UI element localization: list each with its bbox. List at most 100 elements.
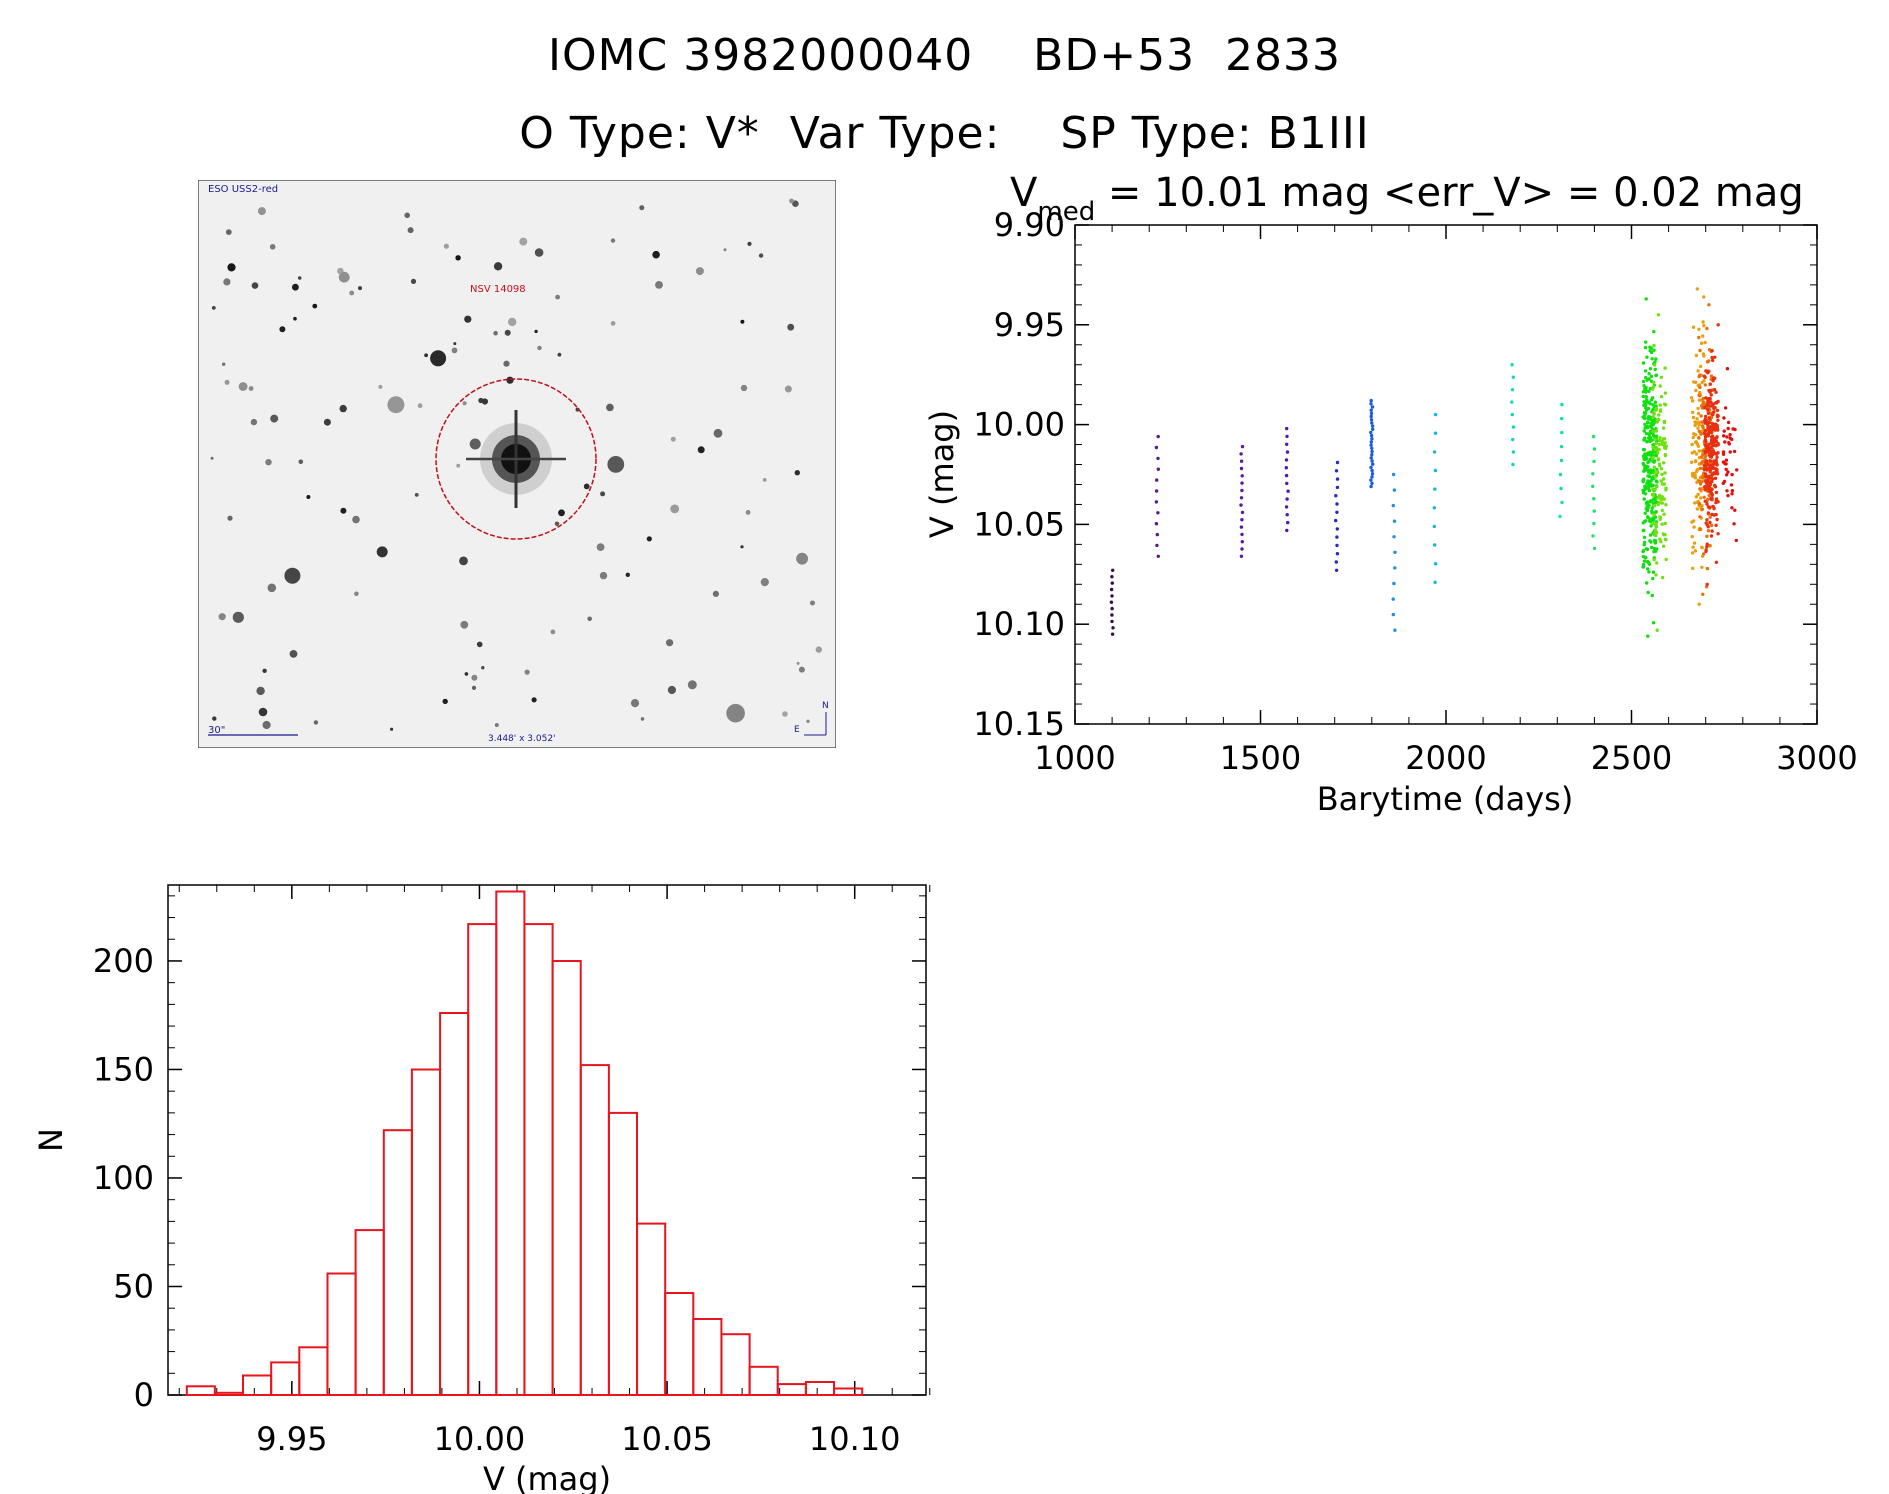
lightcurve-point [1663, 391, 1668, 395]
lightcurve-point [1651, 454, 1655, 458]
lightcurve-point [1698, 487, 1702, 491]
lightcurve-point [1646, 500, 1650, 504]
lightcurve-point [1695, 417, 1699, 421]
lightcurve-point [1712, 466, 1716, 470]
lightcurve-point [1649, 425, 1653, 429]
finder-star [358, 286, 362, 291]
lightcurve-point [1370, 437, 1374, 441]
lightcurve-point [1335, 502, 1339, 506]
lightcurve-point [1725, 367, 1730, 371]
lightcurve-point [1716, 500, 1720, 504]
lightcurve-point [1730, 506, 1734, 510]
histogram-ytick-label: 150 [93, 1050, 154, 1088]
lightcurve-point [1702, 467, 1707, 472]
lightcurve-point [1699, 432, 1703, 436]
lightcurve-point [1335, 460, 1340, 465]
lightcurve-point [1698, 480, 1703, 484]
lightcurve-point [1707, 474, 1711, 478]
lightcurve-point [1703, 499, 1708, 503]
lightcurve-point [1711, 358, 1715, 363]
lightcurve-point [1646, 460, 1650, 465]
lightcurve-point [1646, 470, 1651, 474]
lightcurve-point [1650, 451, 1654, 455]
lightcurve-point [1392, 488, 1397, 492]
lightcurve-point [1654, 496, 1658, 500]
lightcurve-point [1704, 481, 1709, 485]
lightcurve-point [1691, 415, 1696, 420]
lightcurve-point [1651, 475, 1655, 479]
lightcurve-point [1370, 424, 1375, 428]
lightcurve-point [1657, 442, 1662, 447]
lightcurve-point [1707, 448, 1712, 452]
lightcurve-point [1704, 414, 1708, 419]
lightcurve-point [1691, 545, 1695, 549]
finder-star [575, 407, 580, 412]
lightcurve-point [1653, 437, 1657, 441]
lightcurve-point [1653, 360, 1657, 364]
lightcurve-point [1690, 534, 1694, 539]
lightcurve-point [1284, 458, 1289, 462]
lightcurve-xtick-label: 1500 [1220, 739, 1301, 777]
finder-star [478, 397, 484, 404]
lightcurve-point [1592, 497, 1596, 501]
lightcurve-point [1652, 434, 1656, 438]
finder-star [815, 646, 822, 653]
lightcurve-point [1709, 496, 1713, 500]
lightcurve-point [1704, 459, 1709, 464]
lightcurve-point [1726, 420, 1731, 425]
lightcurve-point [1369, 484, 1373, 489]
lightcurve-point [1709, 435, 1714, 439]
lightcurve-point [1658, 493, 1662, 498]
lightcurve-point [1647, 389, 1651, 393]
histogram-bar [270, 1361, 301, 1397]
finder-star [670, 504, 680, 514]
lightcurve-point [1715, 414, 1720, 419]
lightcurve-point [1643, 369, 1648, 373]
lightcurve-point [1284, 505, 1289, 509]
lightcurve-point [1654, 495, 1659, 500]
lightcurve-point [1646, 436, 1651, 440]
lightcurve-point [1705, 448, 1710, 453]
finder-star [607, 456, 625, 473]
lightcurve-point [1708, 468, 1713, 472]
finder-star [456, 463, 461, 468]
lightcurve-point [1641, 479, 1645, 484]
lightcurve-point [1592, 521, 1596, 526]
lightcurve-point [1649, 374, 1654, 379]
lightcurve-ytick-label: 10.10 [973, 605, 1065, 643]
lightcurve-point [1645, 457, 1649, 461]
lightcurve-point [1698, 526, 1702, 531]
lightcurve-point [1697, 503, 1701, 508]
lightcurve-point [1721, 450, 1726, 454]
finder-star [630, 699, 640, 708]
lightcurve-point [1642, 559, 1647, 563]
lightcurve-point [1714, 523, 1718, 527]
lightcurve-point [1652, 532, 1656, 536]
header-title-line1: IOMC 3982000040 BD+53 2833 [547, 30, 1342, 81]
lightcurve-point [1662, 420, 1667, 425]
lightcurve-point [1724, 462, 1728, 466]
finder-star [723, 248, 727, 252]
lightcurve-point [1648, 471, 1653, 475]
histogram-xtick-label: 10.05 [621, 1420, 713, 1458]
finder-star [279, 326, 286, 333]
lightcurve-point [1653, 429, 1657, 433]
lightcurve-point [1709, 377, 1713, 381]
lightcurve-point [1706, 423, 1710, 428]
lightcurve-point [1699, 461, 1704, 465]
lightcurve-point [1696, 383, 1700, 388]
lightcurve-point [1693, 473, 1697, 477]
lightcurve-point [1709, 430, 1714, 435]
lightcurve-ytick-label: 9.90 [994, 206, 1065, 244]
lightcurve-point [1697, 327, 1701, 331]
lightcurve-point [1662, 402, 1667, 406]
finder-star [697, 446, 705, 454]
lightcurve-point [1705, 566, 1710, 571]
lightcurve-point [1708, 515, 1712, 519]
lightcurve-point [1663, 471, 1667, 475]
lightcurve-point [1648, 481, 1652, 485]
lightcurve-point [1700, 508, 1704, 512]
lightcurve-point [1730, 437, 1734, 442]
lightcurve-point [1703, 464, 1708, 468]
lightcurve-point [1703, 442, 1707, 446]
